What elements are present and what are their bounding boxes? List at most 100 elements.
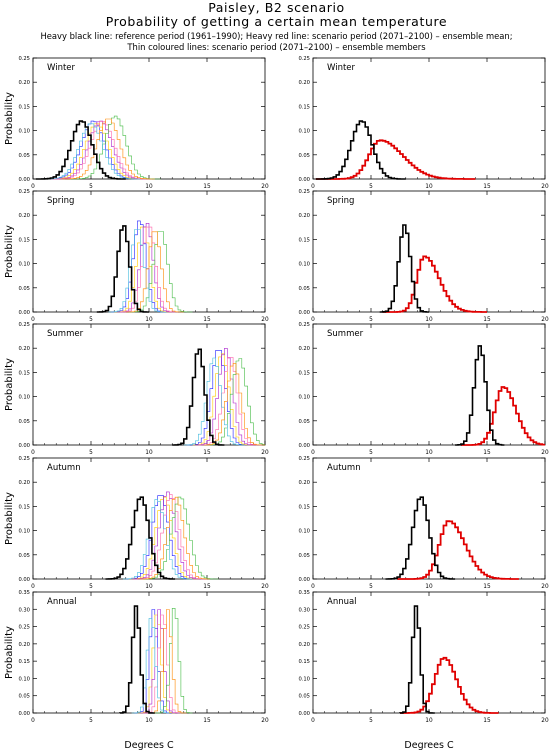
y-tick-label: 0.25 — [298, 322, 310, 328]
series-member-4 — [134, 494, 207, 580]
y-tick-label: 0.10 — [18, 262, 30, 268]
panel-title-summer-ensemble-members: Summer — [47, 329, 84, 339]
y-tick-label: 0.00 — [298, 310, 310, 316]
y-tick-label: 0.15 — [298, 504, 310, 510]
x-tick-label: 0 — [311, 450, 315, 456]
y-tick-label: 0.15 — [298, 237, 310, 243]
x-tick-label: 20 — [541, 184, 549, 190]
x-tick-label: 15 — [483, 317, 491, 323]
y-tick-label: 0.10 — [18, 676, 30, 682]
x-axis-label: Degrees C — [124, 740, 174, 751]
y-tick-label: 0.10 — [298, 395, 310, 401]
series-member-6 — [41, 123, 141, 180]
series-member-4 — [198, 357, 263, 446]
series-member-2 — [192, 353, 254, 446]
x-tick-label: 10 — [425, 718, 433, 724]
y-axis-label: Probability — [4, 92, 15, 145]
y-tick-label: 0.20 — [18, 80, 30, 86]
x-tick-label: 0 — [311, 718, 315, 724]
x-tick-label: 20 — [261, 184, 269, 190]
x-tick-label: 5 — [89, 718, 93, 724]
series-reference — [96, 225, 149, 313]
series-reference — [172, 348, 225, 446]
y-tick-label: 0.20 — [18, 642, 30, 648]
y-tick-label: 0.25 — [18, 625, 30, 631]
y-tick-label: 0.15 — [18, 504, 30, 510]
y-tick-label: 0.15 — [18, 104, 30, 110]
y-tick-label: 0.05 — [298, 286, 310, 292]
x-tick-label: 5 — [89, 450, 93, 456]
y-tick-label: 0.10 — [18, 395, 30, 401]
y-tick-label: 0.10 — [298, 129, 310, 135]
x-tick-label: 15 — [483, 450, 491, 456]
panel-title-annual-ensemble-members: Annual — [47, 597, 77, 607]
y-tick-label: 0.25 — [298, 456, 310, 462]
x-tick-label: 20 — [261, 718, 269, 724]
y-tick-label: 0.20 — [18, 346, 30, 352]
y-tick-label: 0.20 — [298, 642, 310, 648]
series-reference — [385, 496, 456, 580]
x-tick-label: 15 — [203, 184, 211, 190]
x-tick-label: 10 — [425, 450, 433, 456]
x-tick-label: 0 — [311, 584, 315, 590]
y-tick-label: 0.25 — [18, 322, 30, 328]
x-tick-label: 20 — [261, 584, 269, 590]
x-tick-label: 10 — [145, 584, 153, 590]
series-member-6 — [108, 229, 167, 313]
y-tick-label: 0.30 — [18, 607, 30, 613]
series-reference — [379, 224, 429, 313]
x-tick-label: 5 — [89, 317, 93, 323]
x-tick-label: 0 — [31, 450, 35, 456]
y-tick-label: 0.35 — [298, 590, 310, 596]
y-tick-label: 0.10 — [18, 529, 30, 535]
chart-title: Paisley, B2 scenario — [208, 0, 345, 15]
x-tick-label: 15 — [483, 718, 491, 724]
x-tick-label: 10 — [425, 317, 433, 323]
series-reference — [35, 120, 126, 180]
series-member-1 — [134, 609, 173, 714]
panel-title-autumn-ensemble-members: Autumn — [47, 463, 81, 473]
y-tick-label: 0.05 — [18, 286, 30, 292]
y-tick-label: 0.25 — [298, 56, 310, 62]
series-member-7 — [204, 363, 265, 446]
legend-note-line2: Thin coloured lines: scenario period (20… — [127, 42, 426, 52]
x-tick-label: 5 — [369, 584, 373, 590]
y-tick-label: 0.00 — [18, 443, 30, 449]
panel-title-autumn-ensemble-mean: Autumn — [327, 463, 361, 473]
y-tick-label: 0.20 — [18, 213, 30, 219]
series-member-5 — [143, 496, 219, 580]
x-tick-label: 20 — [541, 317, 549, 323]
panel-title-winter-ensemble-mean: Winter — [327, 63, 356, 73]
y-tick-label: 0.15 — [298, 370, 310, 376]
y-tick-label: 0.15 — [18, 370, 30, 376]
x-tick-label: 5 — [369, 184, 373, 190]
series-member-7 — [125, 231, 184, 313]
series-member-3 — [117, 223, 176, 313]
chart-subtitle: Probability of getting a certain mean te… — [105, 14, 448, 29]
series-member-7 — [62, 118, 155, 180]
series-member-4 — [120, 226, 178, 313]
series-member-7 — [140, 496, 210, 580]
series-member-2 — [137, 614, 176, 714]
series-member-4 — [53, 121, 152, 180]
y-tick-label: 0.20 — [298, 80, 310, 86]
y-tick-label: 0.00 — [298, 177, 310, 183]
panel-title-annual-ensemble-mean: Annual — [327, 597, 357, 607]
y-tick-label: 0.05 — [298, 153, 310, 159]
series-member-6 — [131, 618, 170, 714]
y-tick-label: 0.05 — [298, 419, 310, 425]
series-member-5 — [70, 115, 161, 180]
series-ensemble-mean — [382, 255, 487, 313]
x-tick-label: 15 — [483, 184, 491, 190]
series-member-1 — [186, 350, 251, 446]
x-tick-label: 0 — [31, 718, 35, 724]
series-reference — [455, 345, 505, 446]
x-tick-label: 15 — [203, 450, 211, 456]
panel-title-spring-ensemble-members: Spring — [47, 196, 74, 206]
x-tick-label: 20 — [261, 450, 269, 456]
y-tick-label: 0.25 — [18, 456, 30, 462]
y-tick-label: 0.20 — [18, 480, 30, 486]
y-axis-label: Probability — [4, 358, 15, 411]
x-tick-label: 5 — [369, 718, 373, 724]
